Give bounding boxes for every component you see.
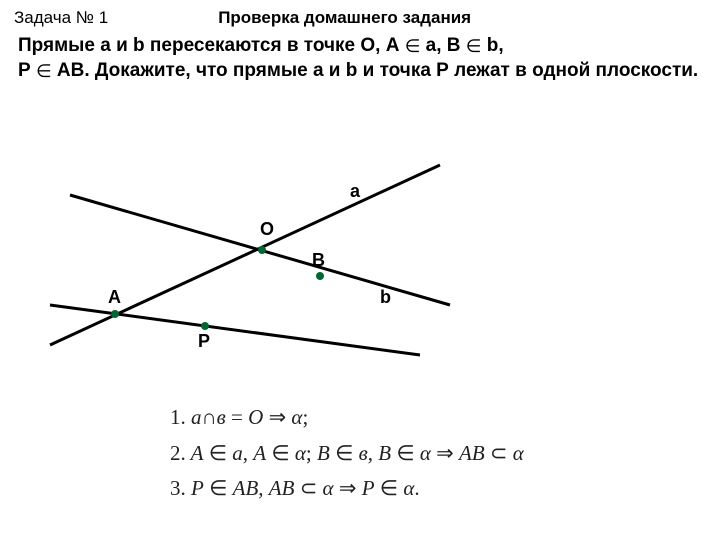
label-a-line: a xyxy=(350,181,361,201)
var-alpha: α xyxy=(291,405,302,429)
point-a xyxy=(111,310,119,318)
var-b: в xyxy=(217,405,226,429)
proof-row-1: 1. a∩в = O ⇒ α; xyxy=(170,400,524,436)
label-a: A xyxy=(108,287,121,307)
point-o xyxy=(258,246,266,254)
var-o: O xyxy=(248,405,263,429)
var-a: a xyxy=(191,405,202,429)
label-b: B xyxy=(312,250,325,270)
line-a xyxy=(50,165,440,345)
implies-icon: ⇒ xyxy=(263,405,291,429)
point-b xyxy=(316,272,324,280)
point-p xyxy=(201,322,209,330)
element-of-icon: ∈ xyxy=(36,61,52,81)
step-num: 2. xyxy=(170,436,186,472)
element-of-icon: ∈ xyxy=(405,36,421,56)
label-b-line: b xyxy=(380,287,391,307)
element-of-icon: ∈ xyxy=(466,36,482,56)
proof-block: 1. a∩в = O ⇒ α; 2. A ∈ a, A ∈ α; B ∈ в, … xyxy=(170,400,524,507)
proof-row-3: 3. P ∈ AB, AB ⊂ α ⇒ P ∈ α. xyxy=(170,471,524,507)
semi: ; xyxy=(302,400,308,436)
geometry-diagram: a b O A B P xyxy=(40,150,460,370)
task-number: Задача № 1 xyxy=(14,8,108,28)
label-o: O xyxy=(260,219,274,239)
problem-statement: Прямые а и b пересекаются в точке О, А ∈… xyxy=(0,32,720,83)
equals: = xyxy=(226,405,248,429)
problem-text: b, xyxy=(481,35,503,56)
proof-row-2: 2. A ∈ a, A ∈ α; B ∈ в, B ∈ α ⇒ AB ⊂ α xyxy=(170,436,524,472)
label-p: P xyxy=(198,331,210,351)
problem-text: а, В xyxy=(420,35,465,56)
problem-text: АВ. Докажите, что прямые а и b и точка Р… xyxy=(52,60,699,81)
problem-text: Прямые а и b пересекаются в точке О, А xyxy=(18,35,405,56)
line-ab xyxy=(50,305,420,355)
proof-row-2-body: A ∈ a, A ∈ α; B ∈ в, B ∈ α ⇒ AB ⊂ α xyxy=(191,441,524,465)
intersection-icon: ∩ xyxy=(202,405,217,429)
step-num: 3. xyxy=(170,471,186,507)
proof-row-3-body: P ∈ AB, AB ⊂ α ⇒ P ∈ α. xyxy=(191,476,420,500)
step-num: 1. xyxy=(170,400,186,436)
problem-text: Р xyxy=(18,60,36,81)
header: Задача № 1 Проверка домашнего задания xyxy=(0,0,720,32)
page-title: Проверка домашнего задания xyxy=(218,8,471,28)
